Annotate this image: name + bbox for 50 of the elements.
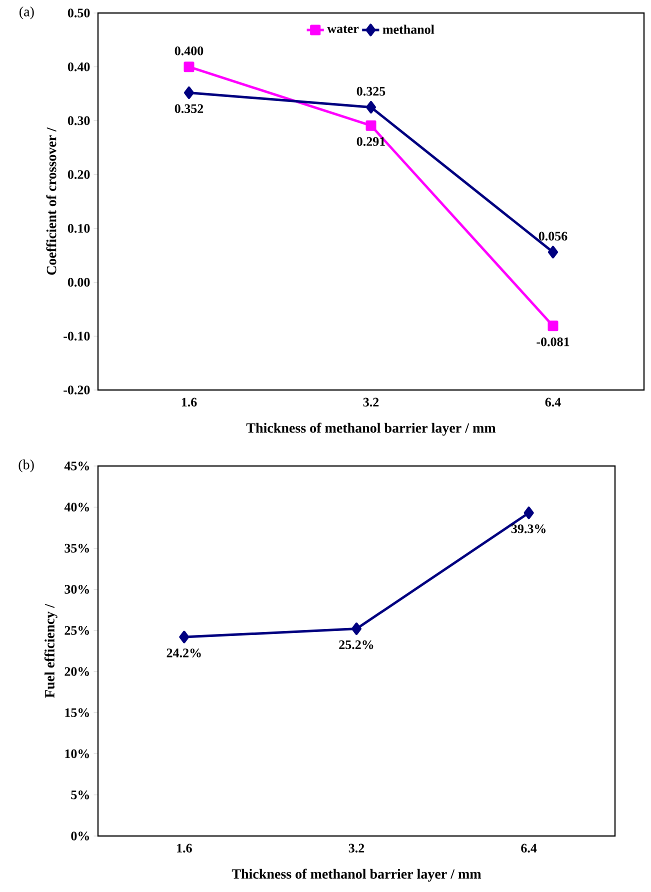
legend-label: methanol <box>382 24 434 34</box>
y-tick-label: 30% <box>64 584 89 594</box>
y-tick-label: 25% <box>64 626 89 635</box>
y-tick-label: 0.30 <box>68 116 90 126</box>
y-tick-label: -0.10 <box>64 332 90 341</box>
y-tick-label: 20% <box>64 667 89 676</box>
data-label: -0.081 <box>536 337 570 346</box>
legend-label: water <box>327 26 359 34</box>
y-tick-label: 40% <box>64 502 89 512</box>
x-tick-label: 3.2 <box>348 844 364 853</box>
point <box>366 120 376 131</box>
x-tick-label: 6.4 <box>521 844 537 853</box>
point <box>524 506 534 520</box>
y-tick-label: 45% <box>64 462 89 470</box>
x-tick-label: 1.6 <box>182 398 197 407</box>
data-label: 0.291 <box>356 137 385 146</box>
x-tick-label: 6.4 <box>545 398 561 407</box>
y-tick-label: 0% <box>71 832 89 840</box>
point <box>352 622 362 636</box>
x-axis-title: Thickness of methanol barrier layer / mm <box>232 868 482 882</box>
y-tick-label: 0.40 <box>68 62 90 72</box>
point <box>366 101 376 114</box>
y-tick-label: 0.10 <box>68 224 90 233</box>
y-tick-label: 0.20 <box>68 170 90 179</box>
x-axis-title: Thickness of methanol barrier layer / mm <box>246 422 496 436</box>
data-label: 0.056 <box>538 232 568 241</box>
point <box>184 62 194 72</box>
data-label: 39.3% <box>511 524 546 534</box>
x-tick-label: 3.2 <box>363 398 379 407</box>
point <box>548 246 558 258</box>
chart-title: (b) <box>18 460 34 472</box>
point <box>179 630 190 644</box>
point <box>184 86 194 99</box>
point <box>548 320 558 332</box>
y-tick-label: 0.50 <box>68 8 90 18</box>
y-tick-label: 0.00 <box>68 278 90 287</box>
y-tick-label: 15% <box>65 708 89 718</box>
y-axis-title: Coefficient of crossover / <box>46 127 56 275</box>
data-label: 0.400 <box>174 46 204 56</box>
y-tick-label: 5% <box>71 790 89 800</box>
data-label: 0.352 <box>174 104 204 114</box>
chart-title: (a) <box>20 6 34 20</box>
y-tick-label: 10% <box>65 749 89 758</box>
y-tick-label: 35% <box>64 544 89 553</box>
y-axis-title: Fuel efficiency / <box>44 604 58 698</box>
x-tick-label: 1.6 <box>177 844 192 853</box>
y-tick-label: -0.20 <box>64 386 90 394</box>
data-label: 24.2% <box>166 648 201 658</box>
data-label: 0.325 <box>356 86 386 96</box>
data-label: 25.2% <box>339 640 374 650</box>
